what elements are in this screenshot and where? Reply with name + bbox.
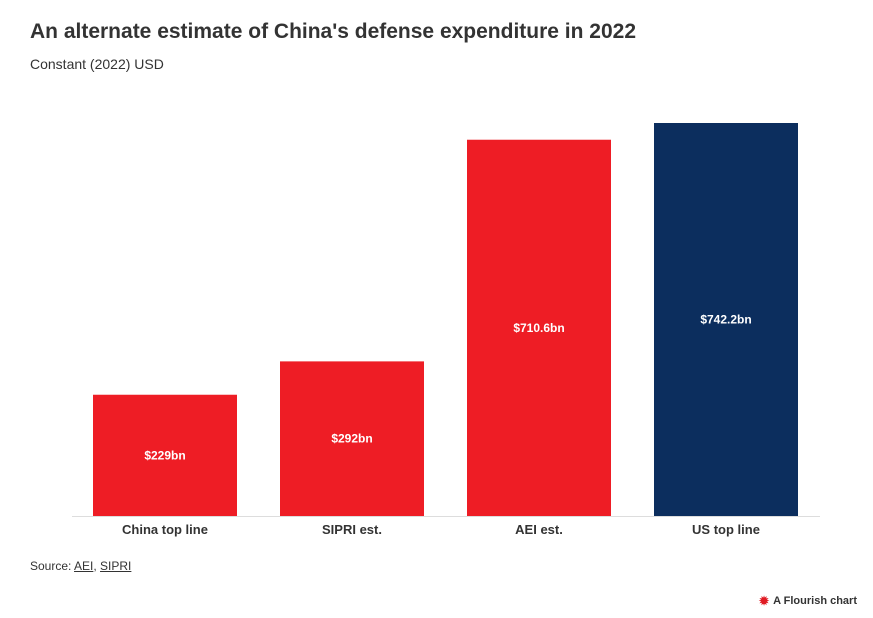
chart-title: An alternate estimate of China's defense… — [30, 20, 637, 43]
x-tick-label: US top line — [692, 522, 760, 537]
x-tick-label: AEI est. — [515, 522, 563, 537]
flourish-logo-icon: ✹ — [759, 594, 770, 608]
x-tick-label: SIPRI est. — [322, 522, 382, 537]
bar-value-label: $292bn — [331, 432, 372, 446]
bar-value-label: $229bn — [144, 448, 185, 462]
source-link-aei[interactable]: AEI — [74, 559, 94, 573]
flourish-credit[interactable]: ✹ A Flourish chart — [759, 595, 857, 607]
flourish-credit-label: A Flourish chart — [773, 595, 857, 607]
bar-value-label: $742.2bn — [700, 313, 751, 327]
source-prefix: Source: — [30, 559, 75, 573]
bar[interactable] — [280, 361, 424, 516]
bar-value-label: $710.6bn — [513, 321, 564, 335]
source-link-sipri[interactable]: SIPRI — [100, 559, 132, 573]
source-note: Source: AEI, SIPRI — [30, 559, 131, 573]
source-separator: , — [93, 559, 101, 573]
bar[interactable] — [467, 139, 611, 516]
chart-subtitle: Constant (2022) USD — [30, 56, 164, 72]
x-tick-label: China top line — [122, 522, 208, 537]
bar[interactable] — [93, 394, 237, 516]
bar[interactable] — [654, 123, 798, 516]
